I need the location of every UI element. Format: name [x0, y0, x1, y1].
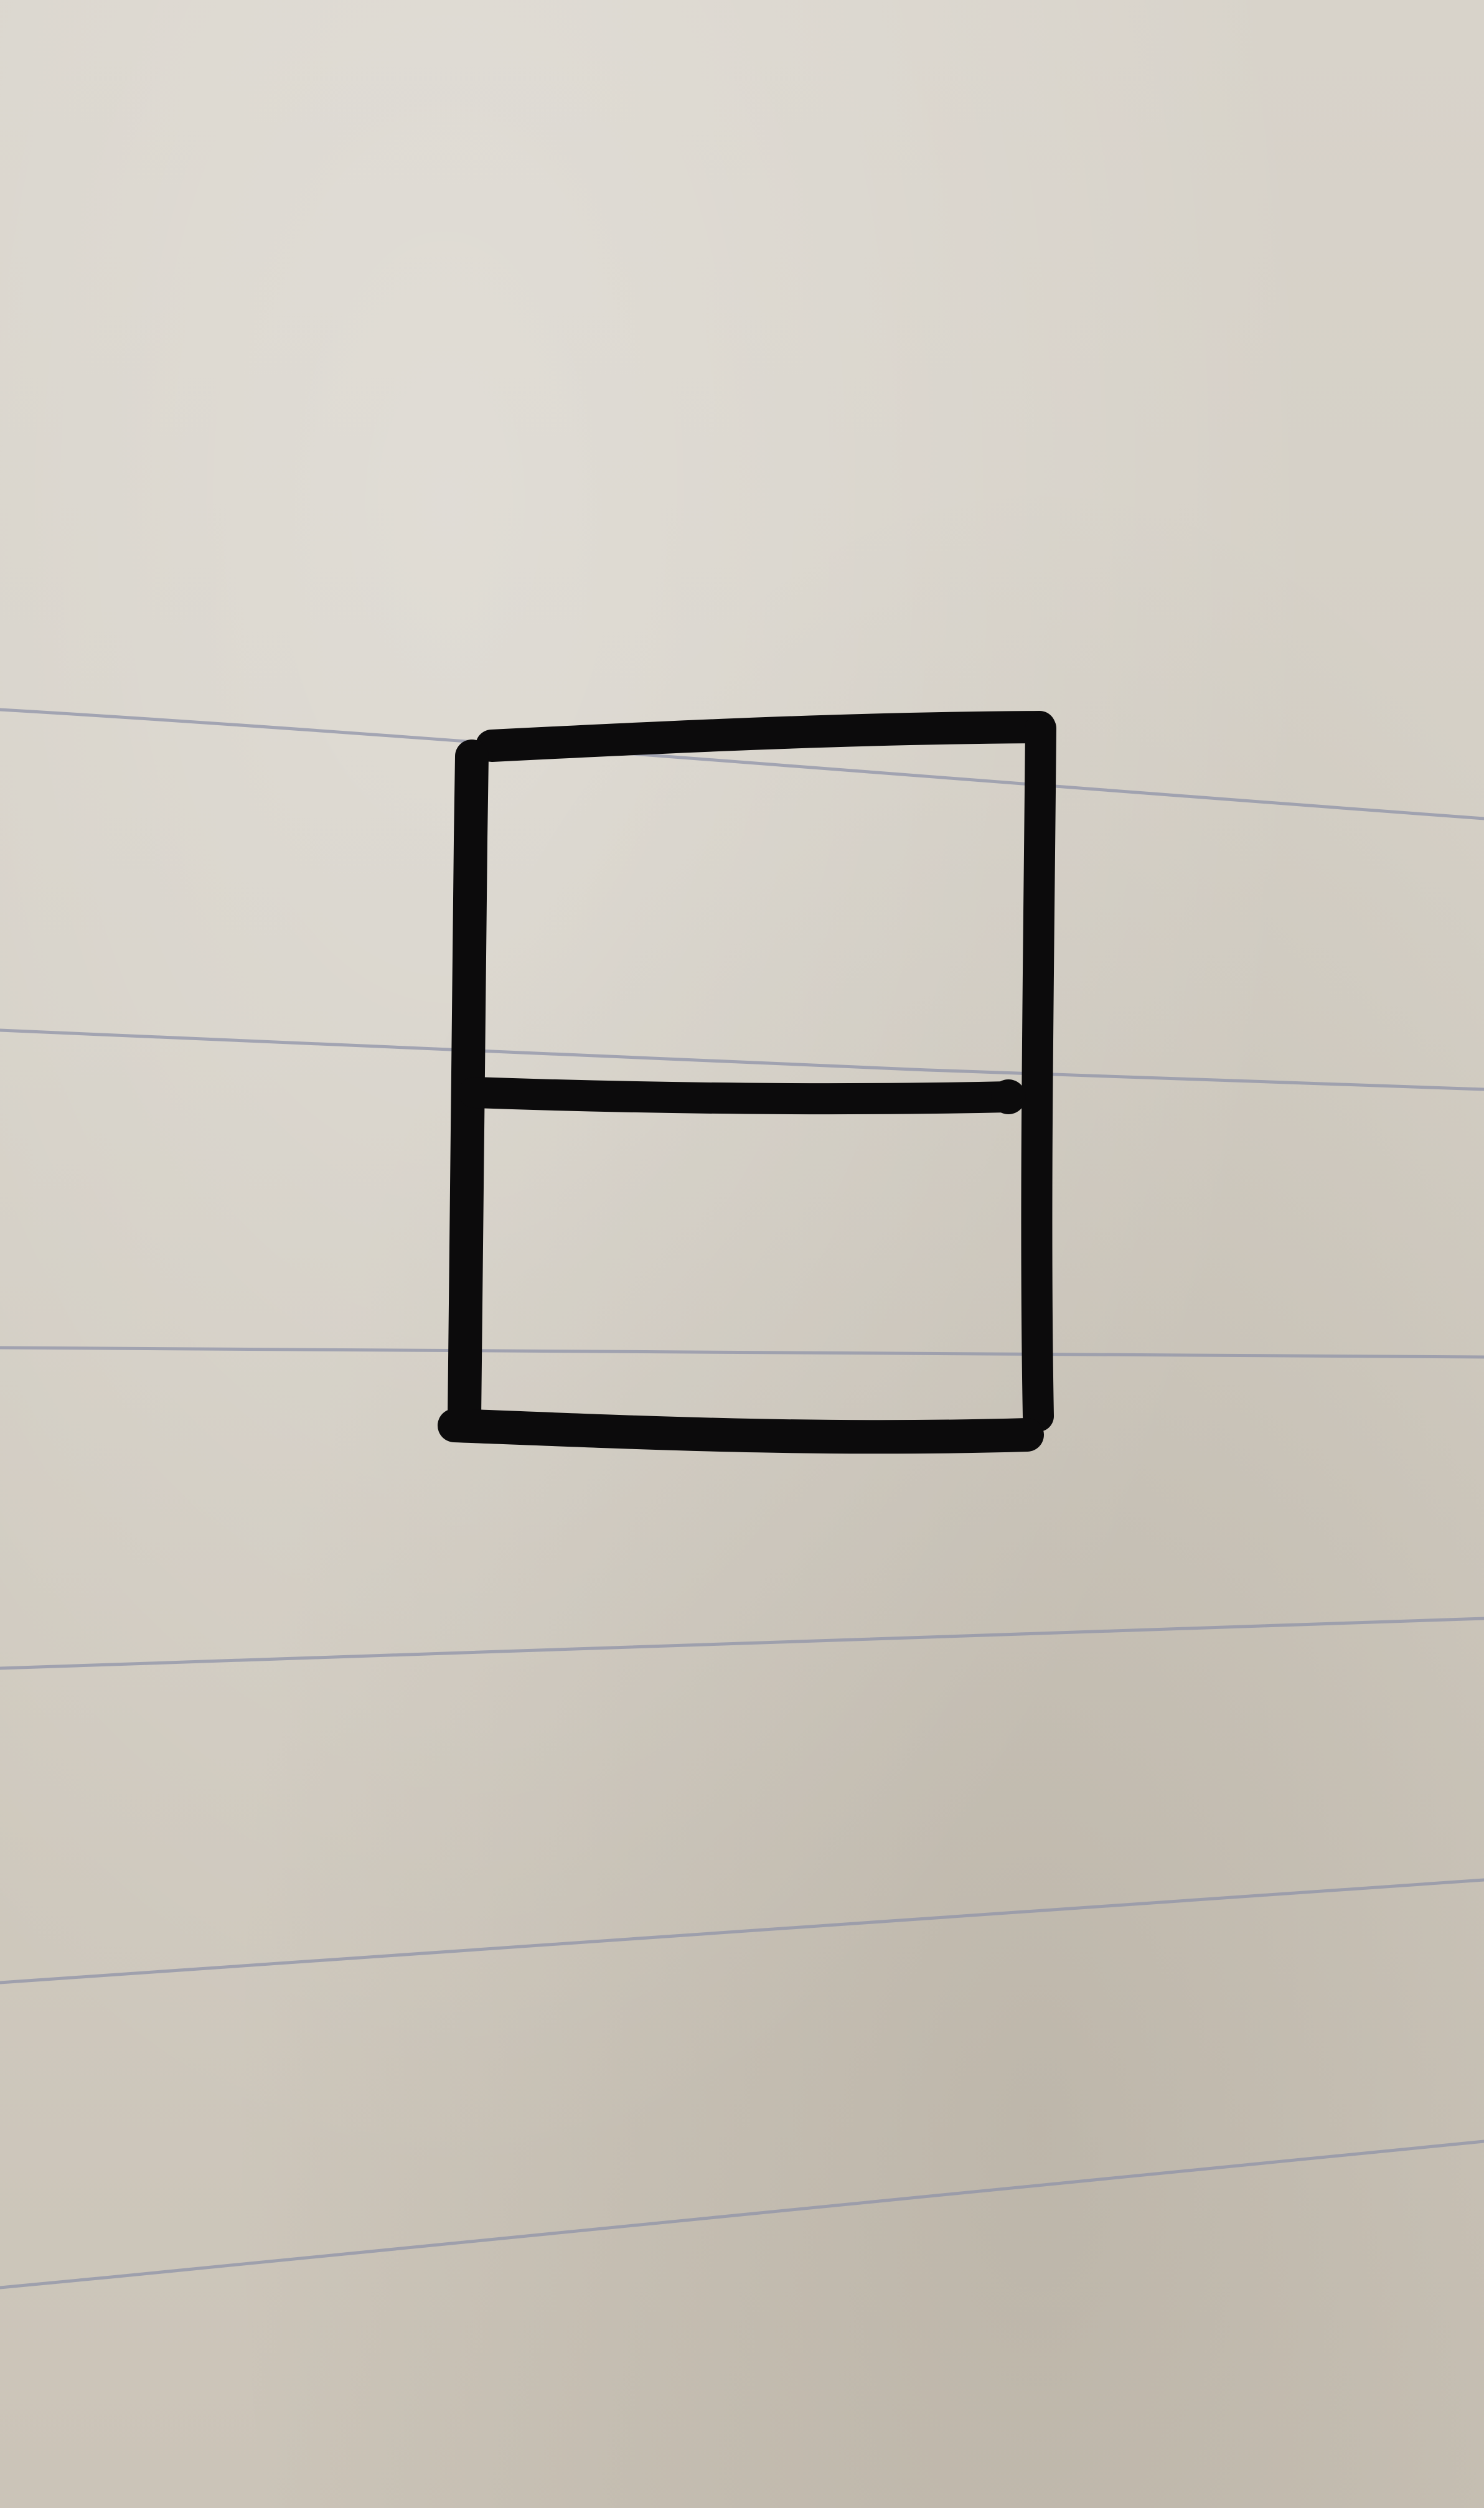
ink-blob	[991, 1079, 1026, 1114]
rectangle-top-edge	[476, 711, 1056, 762]
rectangle-left-edge	[448, 740, 489, 1436]
hand-drawn-rectangle	[438, 711, 1056, 1454]
rectangle-bottom-edge	[438, 1409, 1044, 1454]
ruled-line	[0, 708, 1484, 820]
ruled-line	[0, 1617, 1484, 1670]
ruled-line	[0, 2139, 1484, 2290]
rectangle-middle-divider	[459, 1077, 1024, 1115]
rectangle-right-edge	[1021, 713, 1056, 1432]
ruled-line	[0, 1346, 1484, 1359]
ruled-line	[0, 1878, 1484, 1984]
ruled-line	[0, 1028, 1484, 1091]
